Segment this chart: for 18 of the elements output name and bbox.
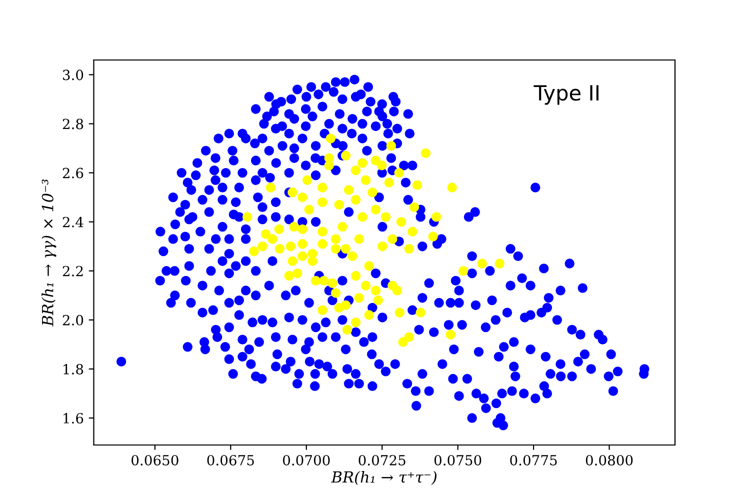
y-tick-label: 2.8 (62, 118, 84, 130)
y-tick-label: 2.2 (62, 266, 83, 276)
y-tick-label: 2.4 (62, 216, 84, 228)
x-tick-label: 0.0675 (207, 454, 254, 466)
y-tick-label: 1.8 (64, 364, 84, 374)
y-tick-label: 3.0 (63, 70, 84, 80)
x-tick-label: 0.0750 (434, 454, 482, 466)
x-tick-label: 0.0775 (510, 454, 557, 466)
y-tick-label: 1.6 (64, 412, 84, 424)
y-tick-label: 2.0 (62, 314, 84, 326)
x-tick-label: 0.0800 (586, 454, 633, 466)
annotation: Type II (534, 85, 598, 105)
x-axis-title: BR(h₁ → τ⁺τ⁻) (331, 470, 436, 485)
y-tick-label: 2.6 (62, 168, 84, 178)
x-tick-label: 0.0700 (282, 454, 330, 466)
x-tick-label: 0.0725 (358, 454, 406, 466)
y-axis-title: BR(h₁ → γγ) × 10⁻³ (42, 179, 56, 326)
x-tick-label: 0.0650 (132, 454, 178, 466)
